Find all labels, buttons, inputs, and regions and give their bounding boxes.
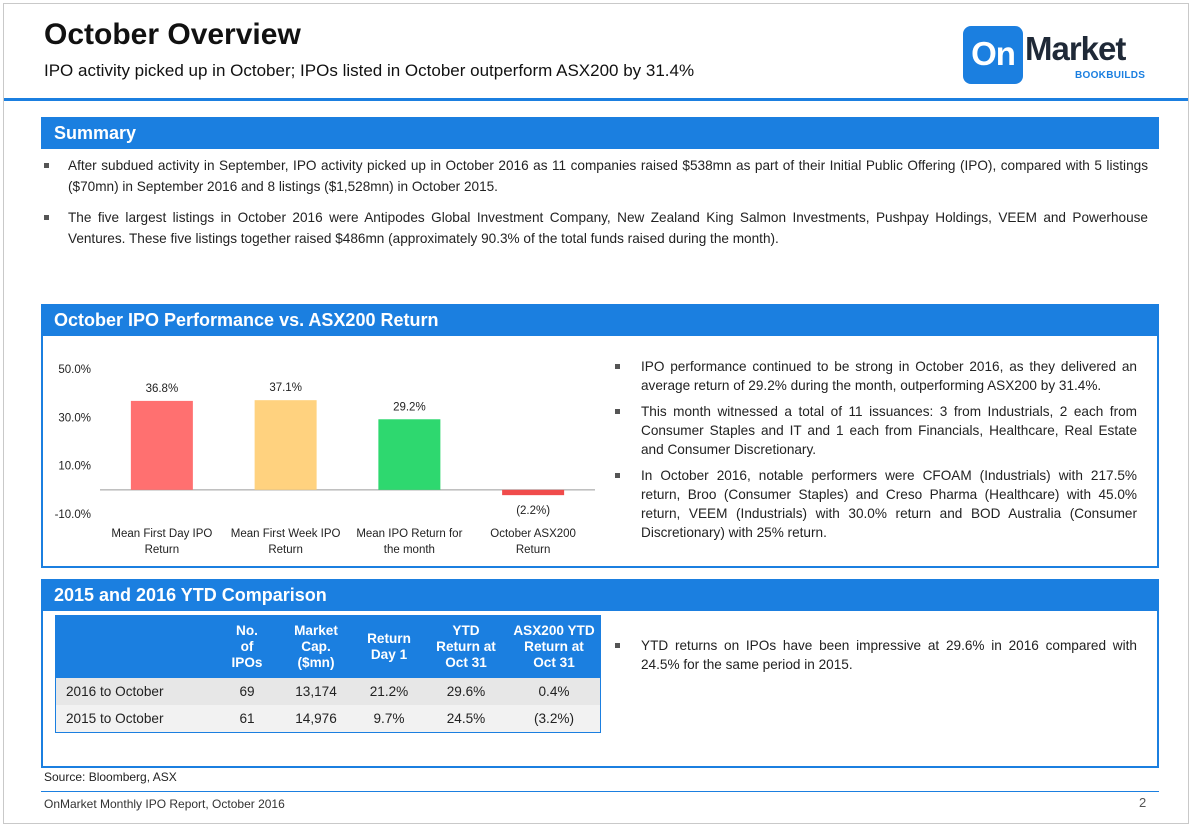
data-label: 29.2% bbox=[393, 401, 426, 413]
summary-bullet-text: The five largest listings in October 201… bbox=[68, 210, 1148, 246]
bar bbox=[254, 400, 317, 490]
ipo-performance-chart: 50.0% 30.0% 10.0% -10.0% 36.8% Mean First Day… bbox=[55, 364, 595, 556]
y-tick-label: 30.0% bbox=[58, 412, 91, 424]
column-header: YTD Return at Oct 31 bbox=[424, 616, 508, 678]
table-cell: 29.6% bbox=[424, 678, 508, 705]
page-subtitle: IPO activity picked up in October; IPOs … bbox=[44, 61, 695, 80]
column-header: Market Cap. ($mn) bbox=[278, 616, 354, 678]
bullet-square-icon bbox=[615, 473, 620, 478]
column-header: Return Day 1 bbox=[354, 616, 424, 678]
onmarket-logo: On Market BOOKBUILDS bbox=[963, 26, 1145, 84]
summary-bullet: After subdued activity in September, IPO… bbox=[44, 155, 1148, 197]
data-label: (2.2%) bbox=[516, 505, 550, 517]
logo-tagline: BOOKBUILDS bbox=[1075, 70, 1146, 81]
y-tick-label: -10.0% bbox=[55, 509, 91, 521]
summary-heading: Summary bbox=[41, 117, 1159, 149]
ytd-bullet: YTD returns on IPOs have been impressive… bbox=[615, 636, 1137, 674]
ytd-bullets: YTD returns on IPOs have been impressive… bbox=[615, 636, 1137, 681]
source-note: Source: Bloomberg, ASX bbox=[44, 770, 177, 784]
table-cell: 24.5% bbox=[424, 705, 508, 732]
table-cell: 61 bbox=[216, 705, 278, 732]
bar bbox=[130, 400, 193, 490]
table-row: 2015 to October 61 14,976 9.7% 24.5% (3.… bbox=[56, 705, 600, 732]
footer-divider bbox=[41, 791, 1159, 792]
bullet-square-icon bbox=[44, 163, 49, 168]
performance-box bbox=[41, 336, 1159, 568]
page-title: October Overview bbox=[44, 18, 301, 51]
y-tick-label: 50.0% bbox=[58, 364, 91, 376]
column-header: ASX200 YTD Return at Oct 31 bbox=[508, 616, 600, 678]
data-label: 37.1% bbox=[269, 382, 302, 394]
summary-bullet-text: After subdued activity in September, IPO… bbox=[68, 158, 1148, 194]
performance-bullet: In October 2016, notable performers were… bbox=[615, 466, 1137, 542]
table-row: 2016 to October 69 13,174 21.2% 29.6% 0.… bbox=[56, 678, 600, 705]
logo-market-text: Market bbox=[1025, 30, 1126, 67]
data-label: 36.8% bbox=[146, 383, 179, 395]
logo-on-mark: On bbox=[963, 26, 1023, 84]
footer-report-title: OnMarket Monthly IPO Report, October 201… bbox=[44, 797, 285, 811]
table-cell: 9.7% bbox=[354, 705, 424, 732]
performance-bullet-text: In October 2016, notable performers were… bbox=[641, 468, 1137, 540]
table-cell: 21.2% bbox=[354, 678, 424, 705]
page-frame bbox=[3, 3, 1189, 824]
bullet-square-icon bbox=[44, 215, 49, 220]
summary-bullets: After subdued activity in September, IPO… bbox=[44, 155, 1148, 259]
category-label: Mean First Week IPO bbox=[231, 528, 341, 540]
table-cell: 2016 to October bbox=[56, 678, 216, 705]
header-divider bbox=[4, 98, 1188, 101]
performance-bullets: IPO performance continued to be strong i… bbox=[615, 357, 1137, 549]
bullet-square-icon bbox=[615, 643, 620, 648]
table-cell: 2015 to October bbox=[56, 705, 216, 732]
category-label: the month bbox=[384, 544, 435, 556]
table-cell: 69 bbox=[216, 678, 278, 705]
ytd-comparison-table: No. of IPOs Market Cap. ($mn) Return Day 1 YT… bbox=[56, 616, 600, 732]
category-label: October ASX200 bbox=[490, 528, 576, 540]
bar bbox=[378, 419, 441, 490]
category-label: Mean First Day IPO bbox=[111, 528, 212, 540]
column-header: No. of IPOs bbox=[216, 616, 278, 678]
bullet-square-icon bbox=[615, 409, 620, 414]
table-header-row: No. of IPOs Market Cap. ($mn) Return Day 1 YT… bbox=[56, 616, 600, 678]
summary-bullet: The five largest listings in October 201… bbox=[44, 207, 1148, 249]
ytd-bullet-text: YTD returns on IPOs have been impressive… bbox=[641, 638, 1137, 672]
ytd-box bbox=[41, 611, 1159, 768]
column-header bbox=[56, 616, 216, 678]
y-tick-label: 10.0% bbox=[58, 461, 91, 473]
bar bbox=[502, 489, 565, 496]
ytd-heading: 2015 and 2016 YTD Comparison bbox=[41, 579, 1159, 611]
bullet-square-icon bbox=[615, 364, 620, 369]
performance-bullet: This month witnessed a total of 11 issua… bbox=[615, 402, 1137, 459]
performance-heading: October IPO Performance vs. ASX200 Retur… bbox=[41, 304, 1159, 336]
category-label: Return bbox=[145, 544, 180, 556]
category-label: Mean IPO Return for bbox=[356, 528, 462, 540]
performance-bullet-text: IPO performance continued to be strong i… bbox=[641, 359, 1137, 393]
table-cell: (3.2%) bbox=[508, 705, 600, 732]
performance-bullet: IPO performance continued to be strong i… bbox=[615, 357, 1137, 395]
page-number: 2 bbox=[1139, 795, 1147, 810]
category-label: Return bbox=[516, 544, 551, 556]
category-label: Return bbox=[268, 544, 303, 556]
table-cell: 14,976 bbox=[278, 705, 354, 732]
table-cell: 0.4% bbox=[508, 678, 600, 705]
table-cell: 13,174 bbox=[278, 678, 354, 705]
performance-bullet-text: This month witnessed a total of 11 issua… bbox=[641, 404, 1137, 457]
